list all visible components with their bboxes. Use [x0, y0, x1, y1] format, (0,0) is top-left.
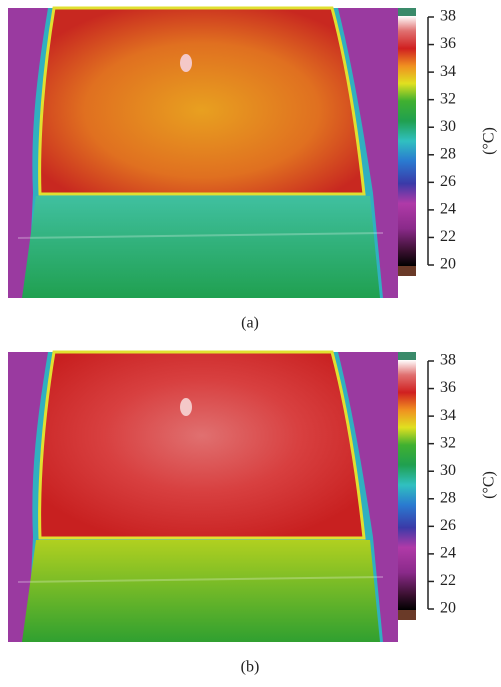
- tick-label: 24: [440, 201, 456, 218]
- tick-label: 30: [440, 462, 456, 479]
- panel-label: (b): [241, 659, 260, 676]
- tick-label: 26: [440, 173, 456, 190]
- tick-label: 34: [440, 63, 456, 80]
- torso: [38, 350, 366, 540]
- torso: [38, 6, 366, 196]
- tick-label: 36: [440, 379, 456, 396]
- colorbar: [398, 16, 416, 266]
- tick-label: 22: [440, 228, 456, 245]
- pants: [22, 196, 380, 298]
- tick-label: 24: [440, 545, 456, 562]
- tick-label: 34: [440, 407, 456, 424]
- tick-label: 20: [440, 256, 456, 273]
- colorbar: [398, 360, 416, 610]
- colorbar-cap-top: [398, 352, 416, 360]
- colorbar-unit: (°C): [481, 471, 498, 499]
- tick-label: 36: [440, 35, 456, 52]
- tick-label: 32: [440, 434, 456, 451]
- tick-label: 26: [440, 517, 456, 534]
- thermal-image: [8, 350, 398, 642]
- tick-label: 38: [440, 352, 456, 369]
- colorbar-unit: (°C): [481, 127, 498, 155]
- tick-label: 22: [440, 572, 456, 589]
- tick-label: 20: [440, 600, 456, 617]
- navel: [180, 54, 192, 72]
- colorbar-cap-top: [398, 8, 416, 16]
- colorbar-cap-bottom: [398, 610, 416, 620]
- thermal-image: [8, 6, 398, 298]
- tick-label: 28: [440, 145, 456, 162]
- pants-seam: [17, 576, 384, 583]
- tick-label: 28: [440, 489, 456, 506]
- colorbar-cap-bottom: [398, 266, 416, 276]
- tick-label: 38: [440, 8, 456, 25]
- panel-label: (a): [241, 315, 259, 332]
- pants-seam: [17, 232, 384, 239]
- tick-label: 32: [440, 90, 456, 107]
- pants: [22, 540, 380, 642]
- navel: [180, 398, 192, 416]
- tick-label: 30: [440, 118, 456, 135]
